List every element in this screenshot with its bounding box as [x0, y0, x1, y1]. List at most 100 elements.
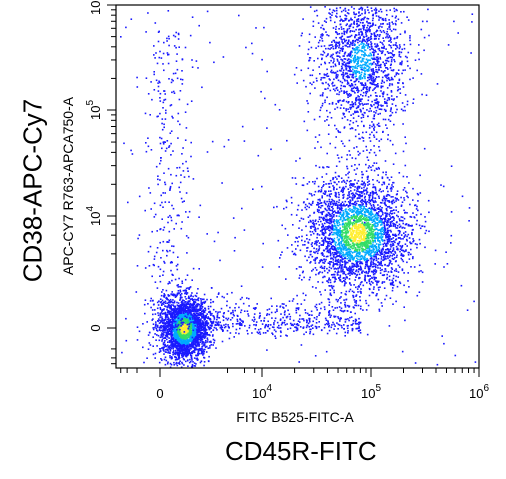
event-dot — [333, 229, 335, 231]
event-dot — [358, 227, 360, 230]
event-dot — [209, 345, 211, 347]
event-dot — [381, 227, 383, 229]
event-dot — [188, 311, 191, 313]
event-dot — [366, 200, 369, 203]
event-dot — [205, 329, 208, 331]
event-dot — [185, 342, 187, 344]
event-dot — [205, 341, 207, 344]
event-dot — [162, 332, 165, 334]
event-dot — [185, 352, 188, 355]
event-dot — [353, 245, 355, 248]
event-dot — [159, 329, 162, 332]
event-dot — [382, 181, 385, 184]
event-dot — [342, 217, 345, 219]
event-dot — [361, 222, 363, 225]
event-dot — [332, 245, 334, 248]
event-dot — [178, 349, 180, 351]
event-dot — [191, 327, 194, 330]
event-dot — [412, 187, 414, 190]
event-dot — [186, 344, 189, 347]
event-dot — [318, 272, 320, 274]
event-dot — [423, 225, 426, 228]
event-dot — [175, 315, 178, 318]
event-dot — [200, 349, 203, 352]
event-dot — [361, 255, 364, 258]
event-dot — [317, 281, 319, 283]
event-dot — [188, 327, 191, 330]
event-dot — [176, 345, 179, 348]
event-dot — [407, 254, 410, 256]
event-dot — [351, 265, 354, 267]
event-dot — [327, 203, 330, 205]
event-dot — [347, 248, 350, 251]
event-dot — [190, 295, 192, 298]
event-dot — [171, 293, 174, 296]
event-dot — [209, 310, 211, 313]
event-dot — [313, 251, 315, 253]
event-dot — [387, 255, 389, 257]
event-dot — [348, 139, 351, 142]
event-dot — [174, 315, 176, 317]
event-dot — [395, 239, 397, 241]
event-dot — [197, 329, 200, 331]
event-dot — [295, 248, 297, 250]
event-dot — [164, 339, 166, 342]
event-dot — [142, 346, 144, 349]
event-dot — [166, 328, 168, 331]
event-dot — [162, 303, 165, 305]
event-dot — [361, 173, 363, 176]
event-dot — [187, 325, 189, 327]
event-dot — [335, 255, 338, 258]
event-dot — [295, 236, 297, 239]
event-dot — [195, 320, 197, 323]
event-dot — [336, 236, 339, 239]
event-dot — [163, 353, 165, 355]
event-dot — [402, 220, 404, 222]
event-dot — [327, 211, 330, 214]
event-dot — [359, 197, 361, 199]
event-dot — [397, 264, 400, 267]
event-dot — [365, 309, 368, 311]
event-dot — [176, 364, 179, 367]
event-dot — [332, 248, 334, 251]
event-dot — [359, 219, 362, 222]
event-dot — [180, 314, 183, 316]
event-dot — [333, 241, 336, 243]
event-dot — [347, 176, 350, 179]
event-dot — [380, 228, 382, 231]
event-dot — [176, 323, 179, 326]
event-dot — [337, 273, 339, 276]
event-dot — [197, 288, 199, 290]
event-dot — [345, 290, 348, 293]
event-dot — [309, 253, 312, 256]
event-dot — [315, 273, 317, 276]
event-dot — [357, 180, 360, 182]
event-dot — [334, 210, 336, 213]
event-dot — [177, 337, 179, 339]
event-dot — [357, 258, 359, 261]
event-dot — [170, 305, 172, 308]
event-dot — [428, 211, 430, 214]
event-dot — [384, 263, 386, 266]
event-dot — [191, 363, 194, 366]
event-dot — [332, 202, 334, 205]
event-dot — [332, 227, 334, 229]
event-dot — [174, 329, 176, 332]
event-dot — [374, 187, 377, 190]
event-dot — [206, 341, 209, 343]
event-dot — [366, 181, 369, 184]
event-dot — [195, 304, 197, 307]
event-dot — [348, 171, 350, 173]
event-dot — [178, 355, 180, 357]
event-dot — [170, 344, 172, 347]
event-dot — [314, 226, 316, 229]
event-dot — [402, 260, 405, 263]
event-dot — [328, 193, 331, 196]
event-dot — [180, 347, 183, 350]
event-dot — [368, 242, 371, 245]
event-dot — [199, 321, 202, 324]
event-dot — [188, 351, 190, 354]
event-dot — [338, 277, 340, 279]
event-dot — [331, 306, 334, 308]
event-dot — [339, 248, 342, 250]
